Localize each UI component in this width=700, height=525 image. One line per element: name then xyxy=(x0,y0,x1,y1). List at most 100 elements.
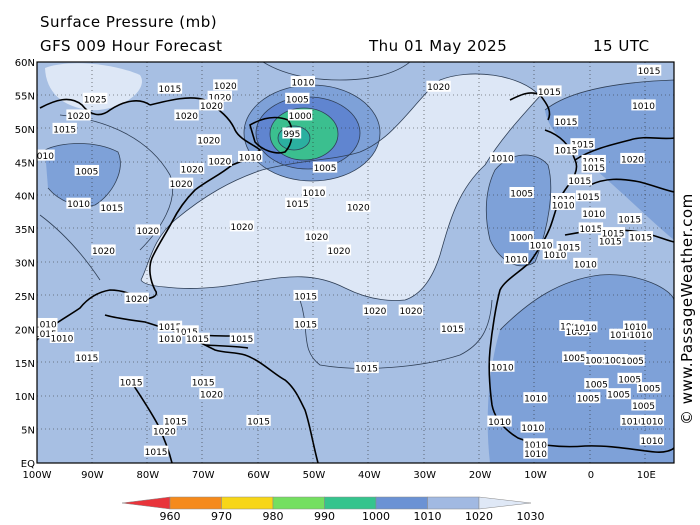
svg-text:1015: 1015 xyxy=(294,292,317,302)
lat-tick-label: 20N xyxy=(15,325,35,336)
isobar-label: 1015 xyxy=(190,376,216,389)
svg-text:1020: 1020 xyxy=(347,204,370,214)
isobar-label: 1005 xyxy=(584,354,609,367)
lat-tick-label: EQ xyxy=(21,459,35,470)
svg-text:1020: 1020 xyxy=(153,427,176,437)
isobar-label: 1005 xyxy=(562,351,587,364)
svg-text:1020: 1020 xyxy=(125,295,148,305)
isobar-label: 1010 xyxy=(581,207,606,220)
isobar-label: 1010 xyxy=(37,317,58,330)
svg-text:1005: 1005 xyxy=(632,402,655,412)
isobar-label: 1020 xyxy=(229,220,255,233)
isobar-label: 1015 xyxy=(556,241,581,254)
map-title: Surface Pressure (mb) xyxy=(40,13,218,31)
isobar-label: 1010 xyxy=(573,257,598,270)
svg-text:1010: 1010 xyxy=(640,417,663,427)
colorbar-low-arrow xyxy=(121,496,171,510)
isobar-label: 1000 xyxy=(509,231,534,244)
colorbar-label: 970 xyxy=(211,510,232,523)
isobar-label: 1015 xyxy=(293,289,318,302)
isobar-label: 1005 xyxy=(620,354,645,367)
svg-text:1005: 1005 xyxy=(604,357,627,367)
isobar-label: 1020 xyxy=(174,109,199,122)
isobar-label: 1010 xyxy=(620,414,645,427)
isobar-label: 1015 xyxy=(553,115,579,128)
isobar-label: 1005 xyxy=(312,161,338,174)
isobar-lines xyxy=(39,62,674,369)
isobar-label: 1010 xyxy=(37,149,55,162)
isobar-label: 1010 xyxy=(573,321,598,334)
isobar-label: 1010 xyxy=(49,332,75,345)
svg-text:1015: 1015 xyxy=(629,234,652,244)
svg-text:1015: 1015 xyxy=(230,335,253,345)
svg-text:1010: 1010 xyxy=(524,441,547,451)
isobar-label: 1015 xyxy=(143,445,169,458)
isobar-label: 1020 xyxy=(124,292,149,305)
svg-text:1015: 1015 xyxy=(602,230,625,240)
svg-text:1015: 1015 xyxy=(538,88,561,98)
colorbar: 960 970 980 990 1000 1010 1020 1030 xyxy=(121,496,545,523)
isobar-label: 1020 xyxy=(135,224,160,237)
lon-tick-label: 10E xyxy=(637,470,656,481)
forecast-date: Thu 01 May 2025 xyxy=(369,37,508,55)
lat-tick-label: 25N xyxy=(15,292,35,303)
lat-tick-label: 35N xyxy=(15,225,35,236)
svg-text:1015: 1015 xyxy=(186,335,209,345)
isobar-label: 1000 xyxy=(287,109,313,122)
isobar-label: 1015 xyxy=(578,222,604,235)
svg-text:1015: 1015 xyxy=(294,320,317,330)
svg-text:1015: 1015 xyxy=(120,379,143,389)
colorbar-high-arrow xyxy=(478,496,532,510)
isobar-label: 1015 xyxy=(74,351,100,364)
lat-tick-label: 60N xyxy=(15,58,35,69)
svg-text:1010: 1010 xyxy=(524,395,547,405)
svg-text:1020: 1020 xyxy=(67,112,90,122)
svg-text:1015: 1015 xyxy=(355,365,378,375)
svg-text:1010: 1010 xyxy=(552,202,575,212)
svg-text:1000: 1000 xyxy=(289,112,312,122)
svg-text:1010: 1010 xyxy=(582,210,605,220)
lat-tick-label: 5N xyxy=(21,426,35,437)
svg-text:1015: 1015 xyxy=(568,177,591,187)
svg-text:1010: 1010 xyxy=(632,102,655,112)
isobar-label: 1015 xyxy=(537,85,562,98)
svg-text:1010: 1010 xyxy=(524,450,547,460)
lat-tick-label: 15N xyxy=(15,359,35,370)
svg-text:1010: 1010 xyxy=(621,417,644,427)
high-pressure-canada xyxy=(45,63,142,111)
svg-text:1015: 1015 xyxy=(571,141,594,151)
svg-text:1005: 1005 xyxy=(75,167,98,177)
colorbar-swatch xyxy=(169,496,222,510)
isobar-label: 1010 xyxy=(623,320,648,333)
isobar-label: 1015 xyxy=(628,231,653,244)
svg-text:1020: 1020 xyxy=(136,227,159,237)
isobar-label: 1010 xyxy=(157,332,183,345)
isobar-label: 1010 xyxy=(542,248,568,261)
isobar-label: 1025 xyxy=(82,92,108,105)
isobar-label: 1010 xyxy=(290,76,316,89)
isobar-label: 1015 xyxy=(163,414,188,427)
isobar-label: 1020 xyxy=(326,244,352,257)
isobar-label: 1015 xyxy=(157,320,183,333)
svg-text:1020: 1020 xyxy=(327,247,350,257)
lon-tick-label: 100W xyxy=(23,470,52,481)
forecast-subtitle: GFS 009 Hour Forecast xyxy=(40,37,223,55)
svg-text:1005: 1005 xyxy=(510,189,533,199)
isobar-label: 1015 xyxy=(37,327,58,340)
isobar-label: 1015 xyxy=(440,322,465,335)
svg-text:1010: 1010 xyxy=(640,437,663,447)
isobar-label: 1015 xyxy=(157,82,183,95)
svg-text:1010: 1010 xyxy=(158,335,181,345)
isobar-label: 1015 xyxy=(636,64,662,77)
svg-text:1010: 1010 xyxy=(629,331,652,341)
svg-text:1010: 1010 xyxy=(491,363,514,373)
lat-tick-label: 40N xyxy=(15,192,35,203)
isobar-label: 1020 xyxy=(199,388,224,401)
svg-text:1015: 1015 xyxy=(75,354,98,364)
isobar-label: 1010 xyxy=(528,239,554,252)
svg-text:1015: 1015 xyxy=(158,85,181,95)
svg-text:1020: 1020 xyxy=(92,247,115,257)
isobar-label: 1010 xyxy=(301,186,327,199)
svg-text:1020: 1020 xyxy=(621,155,644,165)
svg-text:1015: 1015 xyxy=(555,118,578,128)
